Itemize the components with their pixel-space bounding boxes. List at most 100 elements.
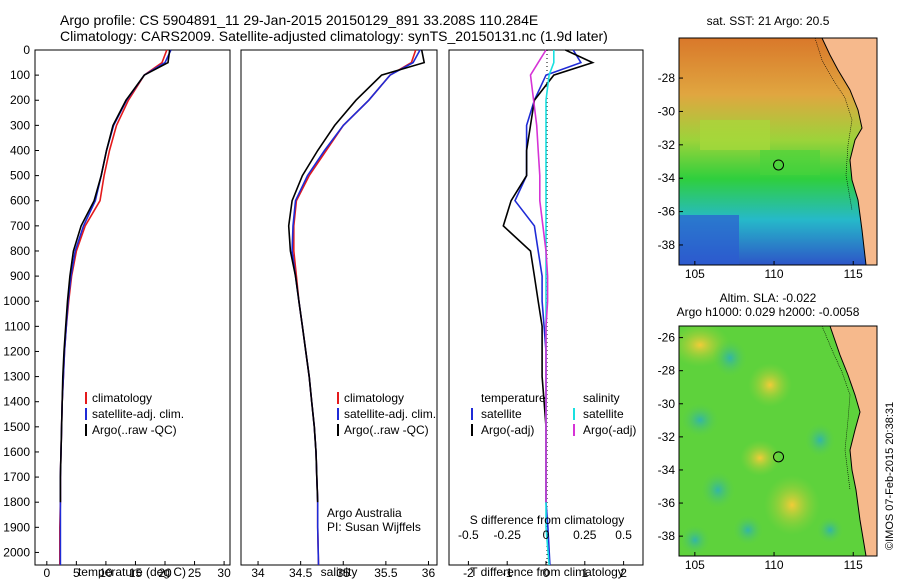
x-tick-label: 25 — [188, 566, 202, 580]
x-tick-label: 34 — [251, 566, 265, 580]
series-line-black — [287, 49, 426, 503]
x-tick-label: -2 — [463, 566, 474, 580]
map-x-tick-label: 110 — [764, 558, 783, 572]
y-tick-label: 1600 — [3, 445, 30, 459]
y-tick-label: 400 — [10, 143, 30, 157]
map-y-tick-label: -36 — [658, 496, 676, 510]
map-y-tick-label: -38 — [658, 238, 676, 252]
legend-satellite-adj: satellite-adj. clim. — [344, 407, 436, 421]
map-y-tick-label: -26 — [658, 331, 676, 345]
y-tick-label: 1900 — [3, 520, 30, 534]
sla-map-subtitle: Argo h1000: 0.029 h2000: -0.0058 — [677, 305, 860, 319]
t-difference-axis-label: T difference from climatology — [470, 565, 624, 579]
argo-australia-label: Argo Australia — [327, 506, 402, 520]
x-tick-label: 0 — [43, 566, 50, 580]
temperature-panel-frame — [34, 49, 231, 566]
y-tick-label: 1200 — [3, 344, 30, 358]
map-y-tick-label: -38 — [658, 529, 676, 543]
y-tick-label: 700 — [10, 219, 30, 233]
map-x-tick-label: 105 — [685, 558, 705, 572]
legend-argo: Argo(..raw -QC) — [92, 423, 177, 437]
s-tick-label: 0.25 — [573, 528, 597, 542]
s-tick-label: -0.5 — [458, 528, 479, 542]
sla-map-title: Altim. SLA: -0.022 — [720, 291, 817, 305]
y-tick-label: 1700 — [3, 470, 30, 484]
series-line-magenta — [529, 49, 549, 503]
legend-s-argo: Argo(-adj) — [583, 423, 636, 437]
sst-map-frame — [678, 37, 878, 266]
x-tick-label: -1 — [502, 566, 513, 580]
s-tick-label: -0.25 — [494, 528, 522, 542]
legend-climatology: climatology — [344, 391, 404, 405]
sla-map-frame — [678, 325, 878, 557]
map-y-tick-label: -34 — [658, 463, 676, 477]
x-tick-label: 34.5 — [289, 566, 313, 580]
y-tick-label: 900 — [10, 269, 30, 283]
x-tick-label: 15 — [129, 566, 143, 580]
map-y-tick-label: -28 — [658, 71, 676, 85]
y-tick-label: 1000 — [3, 294, 30, 308]
imos-credit: ©IMOS 07-Feb-2015 20:38:31 — [884, 402, 896, 550]
x-tick-label: 36 — [422, 566, 436, 580]
series-line-red — [292, 49, 417, 566]
land-mass — [822, 38, 877, 265]
sst-map-title: sat. SST: 21 Argo: 20.5 — [707, 14, 830, 28]
figure-title-line2: Climatology: CARS2009. Satellite-adjuste… — [60, 28, 608, 44]
salinity-axis-label: salinity — [321, 565, 358, 579]
y-tick-label: 200 — [10, 93, 30, 107]
s-tick-label: 0.5 — [615, 528, 632, 542]
y-tick-label: 1300 — [3, 370, 30, 384]
temperature-axis-label: temperature (deg C) — [78, 565, 186, 579]
legend-argo: Argo(..raw -QC) — [344, 423, 429, 437]
legend-s-satellite: satellite — [583, 407, 624, 421]
y-tick-label: 100 — [10, 68, 30, 82]
figure-title-line1: Argo profile: CS 5904891_11 29-Jan-2015 … — [60, 12, 539, 28]
salinity-panel-frame — [240, 49, 438, 566]
sst-map-field — [679, 38, 877, 265]
difference-legend: temperature satellite Argo(-adj) salinit… — [471, 391, 636, 437]
legend-t-argo: Argo(-adj) — [481, 423, 534, 437]
x-tick-label: 2 — [620, 566, 627, 580]
x-tick-label: 1 — [581, 566, 588, 580]
x-tick-label: 30 — [217, 566, 231, 580]
y-tick-label: 1400 — [3, 395, 30, 409]
s-difference-axis-label: S difference from climatology — [470, 513, 625, 527]
x-tick-label: 20 — [158, 566, 172, 580]
land-mass — [830, 326, 877, 556]
x-tick-label: 35 — [337, 566, 351, 580]
s-tick-label: 0 — [543, 528, 550, 542]
series-line-black — [59, 49, 171, 503]
map-y-tick-label: -32 — [658, 430, 676, 444]
legend-salinity-title: salinity — [583, 391, 620, 405]
map-y-tick-label: -30 — [658, 104, 676, 118]
y-tick-label: 300 — [10, 118, 30, 132]
legend-t-satellite: satellite — [481, 407, 522, 421]
y-tick-label: 2000 — [3, 545, 30, 559]
salinity-legend: climatology satellite-adj. clim. Argo(..… — [337, 391, 436, 437]
map-y-tick-label: -32 — [658, 138, 676, 152]
y-tick-label: 600 — [10, 194, 30, 208]
legend-temperature-title: temperature — [481, 391, 546, 405]
argo-location-marker — [773, 159, 785, 171]
argo-location-marker — [773, 451, 785, 463]
series-line-blue — [291, 49, 421, 566]
y-tick-label: 1800 — [3, 495, 30, 509]
x-tick-label: 35.5 — [374, 566, 398, 580]
temperature-legend: climatology satellite-adj. clim. Argo(..… — [85, 391, 184, 437]
legend-climatology: climatology — [92, 391, 152, 405]
y-tick-label: 500 — [10, 169, 30, 183]
y-tick-label: 1500 — [3, 420, 30, 434]
x-tick-label: 0 — [543, 566, 550, 580]
legend-satellite-adj: satellite-adj. clim. — [92, 407, 184, 421]
y-tick-label: 0 — [23, 43, 30, 57]
map-y-tick-label: -28 — [658, 364, 676, 378]
map-y-tick-label: -34 — [658, 171, 676, 185]
pi-label: PI: Susan Wijffels — [327, 520, 421, 534]
y-tick-label: 800 — [10, 244, 30, 258]
x-tick-label: 5 — [73, 566, 80, 580]
x-tick-label: 10 — [99, 566, 113, 580]
y-tick-label: 1100 — [4, 319, 30, 333]
map-x-tick-label: 105 — [685, 267, 705, 281]
map-y-tick-label: -36 — [658, 205, 676, 219]
